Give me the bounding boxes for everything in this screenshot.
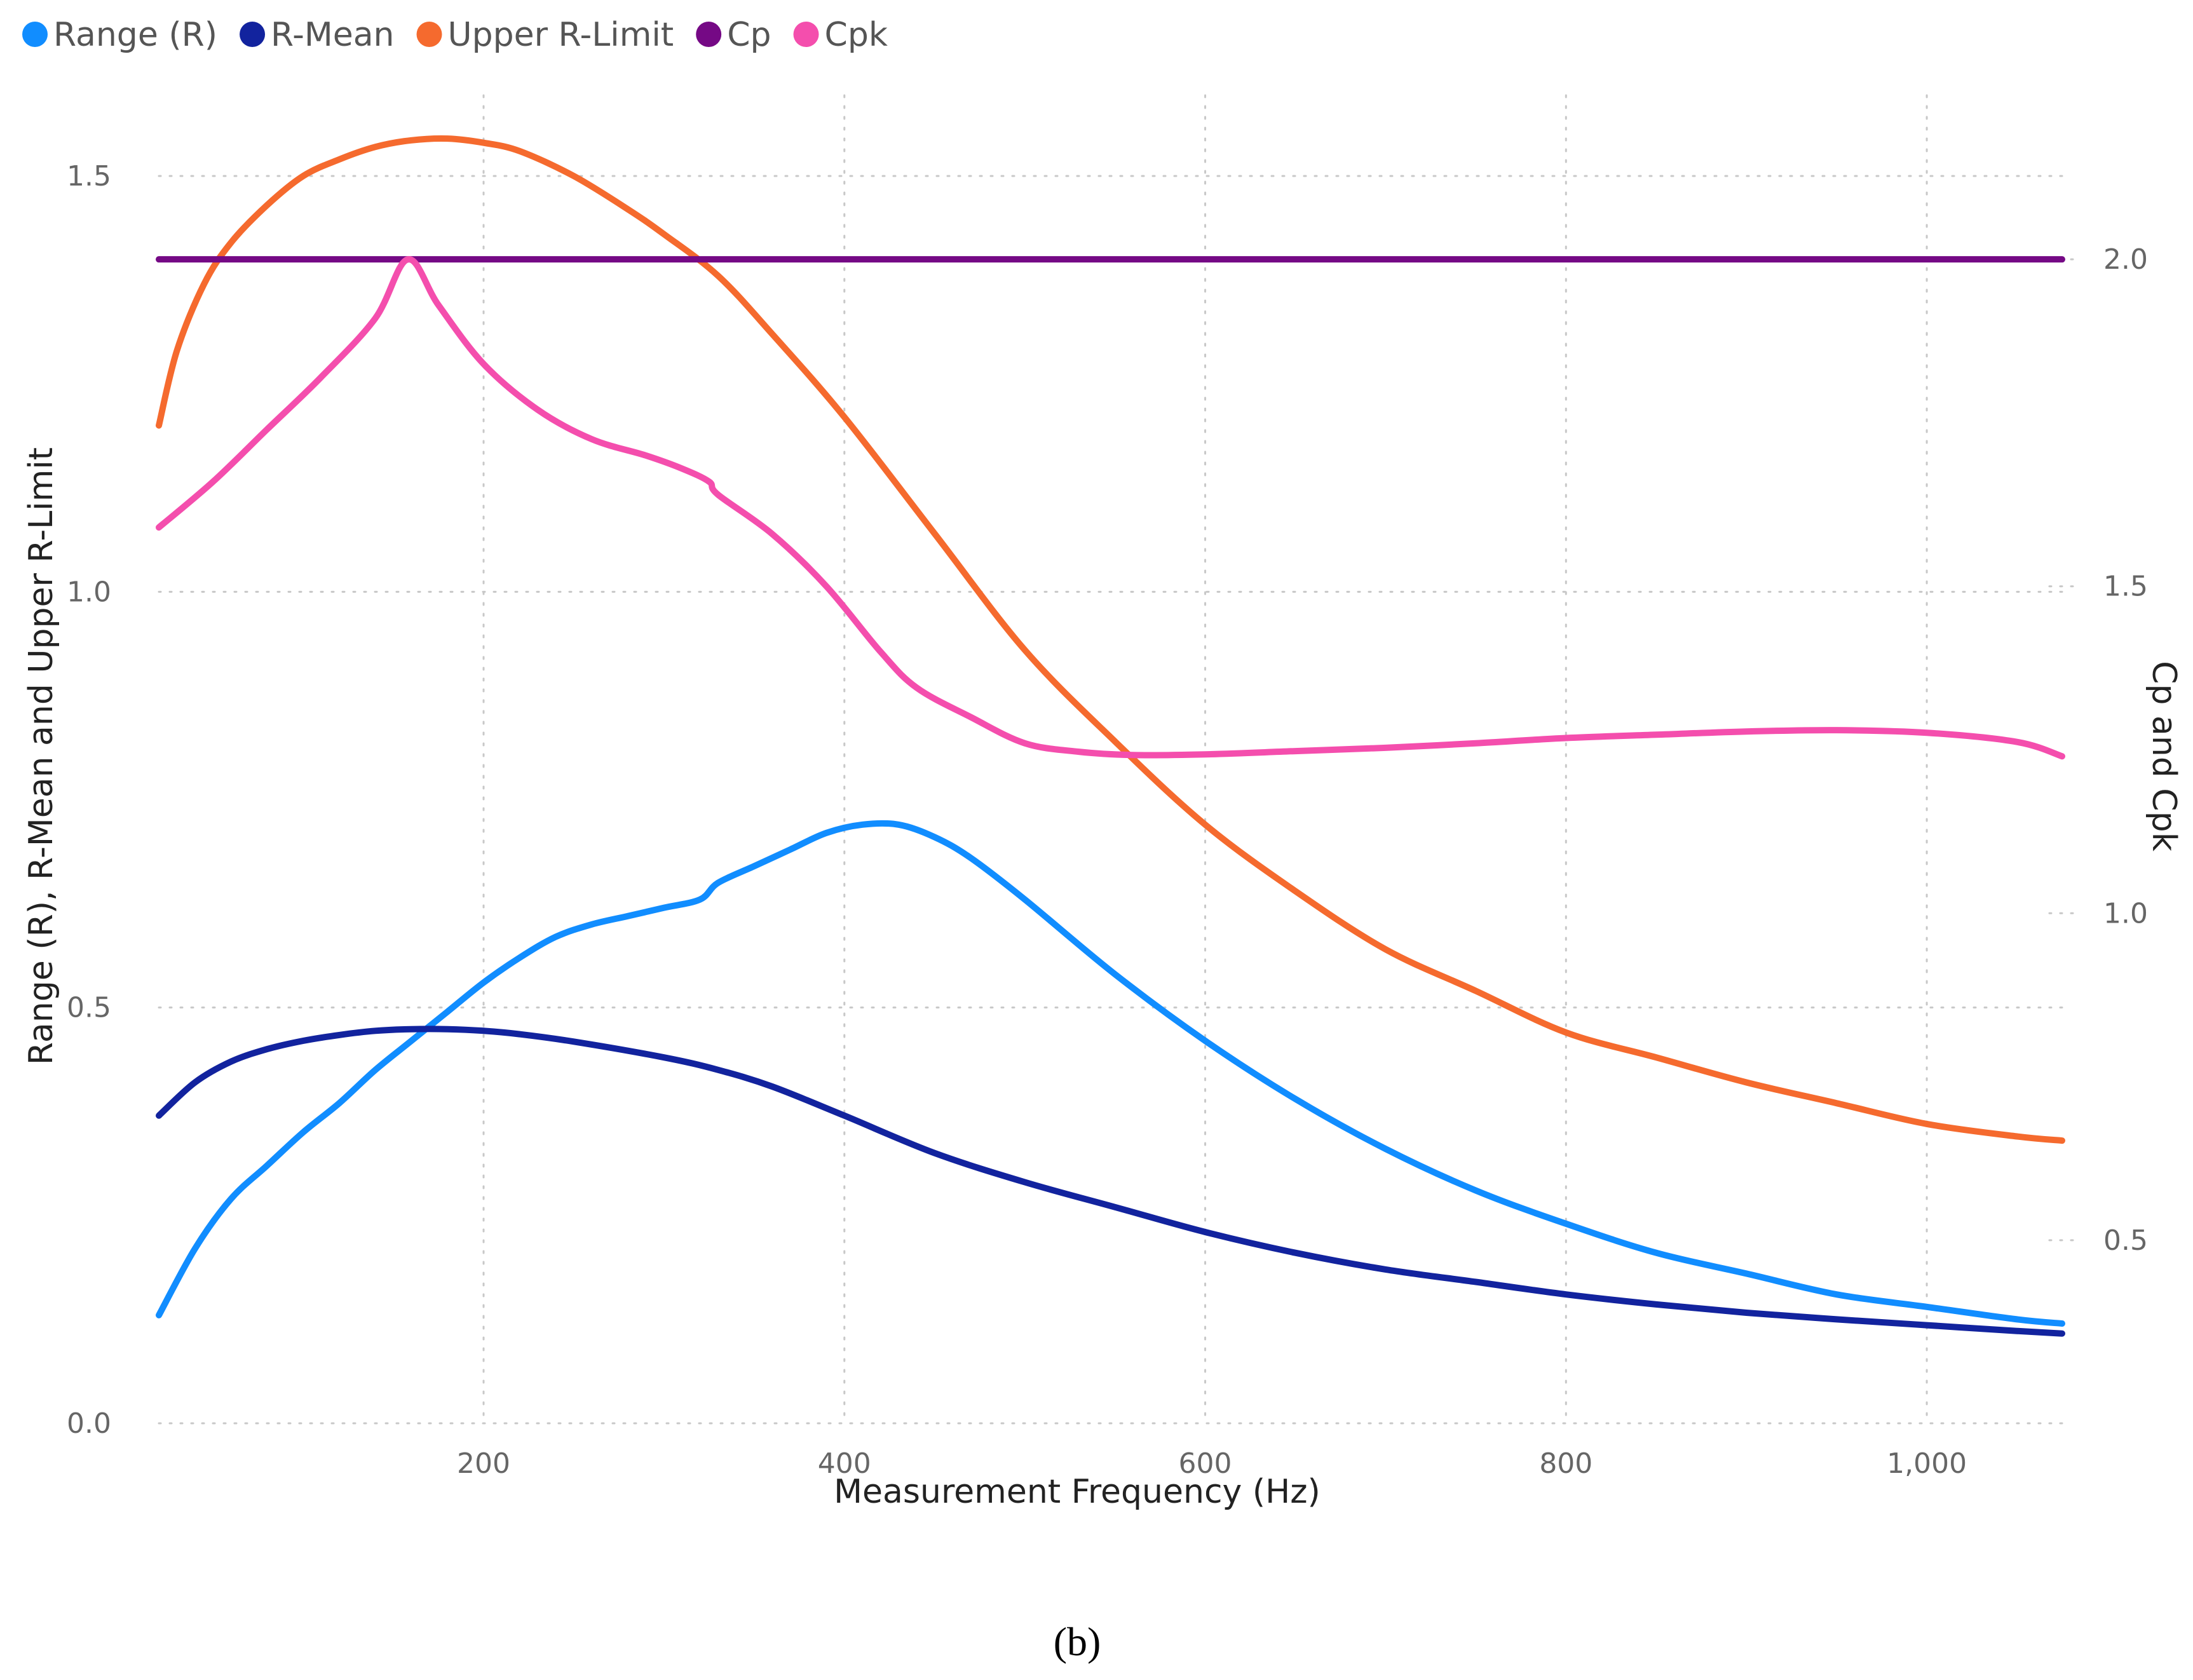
- series-layer: [156, 135, 2065, 1337]
- legend-label: Cp: [727, 16, 771, 54]
- y2-axis-title: Cp and Cpk: [2145, 661, 2183, 851]
- y-tick-label: 1.0: [67, 576, 111, 608]
- grid: [158, 94, 2076, 1425]
- y2-tick-label: 0.5: [2103, 1224, 2148, 1257]
- y2-tick-label: 1.0: [2103, 897, 2148, 930]
- series-line-range-r: [156, 820, 2065, 1327]
- legend: Range (R) R-Mean Upper R-Limit Cp Cpk: [22, 16, 888, 54]
- x-tick-label: 200: [457, 1447, 510, 1480]
- legend-marker: [22, 22, 48, 47]
- figure-caption: (b): [1054, 1619, 1101, 1664]
- legend-marker: [793, 22, 819, 47]
- legend-item-upper-r-limit[interactable]: Upper R-Limit: [416, 16, 674, 54]
- y2-tick-label: 2.0: [2103, 243, 2148, 276]
- x-axis-title: Measurement Frequency (Hz): [834, 1473, 1321, 1511]
- x-tick-label: 800: [1539, 1447, 1592, 1480]
- y-tick-label: 0.5: [67, 992, 111, 1024]
- legend-label: Upper R-Limit: [448, 16, 674, 54]
- legend-label: Cpk: [825, 16, 888, 54]
- legend-item-r-mean[interactable]: R-Mean: [240, 16, 395, 54]
- legend-marker: [416, 22, 442, 47]
- tick-labels: 0.0 0.5 1.0 1.5 0.5 1.0 1.5 2.0 200 400 600 800 1,00…: [67, 160, 2148, 1480]
- y-tick-label: 0.0: [67, 1407, 111, 1440]
- series-line-cpk: [156, 256, 2065, 760]
- x-tick-label: 600: [1179, 1447, 1232, 1480]
- legend-item-range-r[interactable]: Range (R): [22, 16, 217, 54]
- series-line-r-mean: [156, 1026, 2065, 1337]
- y2-tick-label: 1.5: [2103, 571, 2148, 603]
- y-tick-label: 1.5: [67, 160, 111, 193]
- legend-item-cp[interactable]: Cp: [696, 16, 771, 54]
- x-tick-label: 400: [818, 1447, 871, 1480]
- series-line-upper-r-limit: [156, 135, 2065, 1144]
- legend-label: R-Mean: [271, 16, 394, 54]
- legend-marker: [240, 22, 266, 47]
- legend-marker: [696, 22, 722, 47]
- legend-item-cpk[interactable]: Cpk: [793, 16, 888, 54]
- legend-label: Range (R): [53, 16, 217, 54]
- y-axis-title: Range (R), R-Mean and Upper R-Limit: [22, 447, 60, 1065]
- x-tick-label: 1,000: [1887, 1447, 1967, 1480]
